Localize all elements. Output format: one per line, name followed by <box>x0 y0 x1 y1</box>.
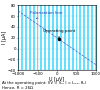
Text: Hence, R = 26Ω: Hence, R = 26Ω <box>2 86 33 90</box>
Text: Polarization line: Polarization line <box>30 11 62 19</box>
X-axis label: U [µV]: U [µV] <box>49 77 65 82</box>
Text: Operating point: Operating point <box>43 29 76 38</box>
Y-axis label: I [µA]: I [µA] <box>2 31 7 44</box>
Text: At the operating point: I(V = V₀, I = I₀ₓₓ, θ₀): At the operating point: I(V = V₀, I = I₀… <box>2 81 86 85</box>
